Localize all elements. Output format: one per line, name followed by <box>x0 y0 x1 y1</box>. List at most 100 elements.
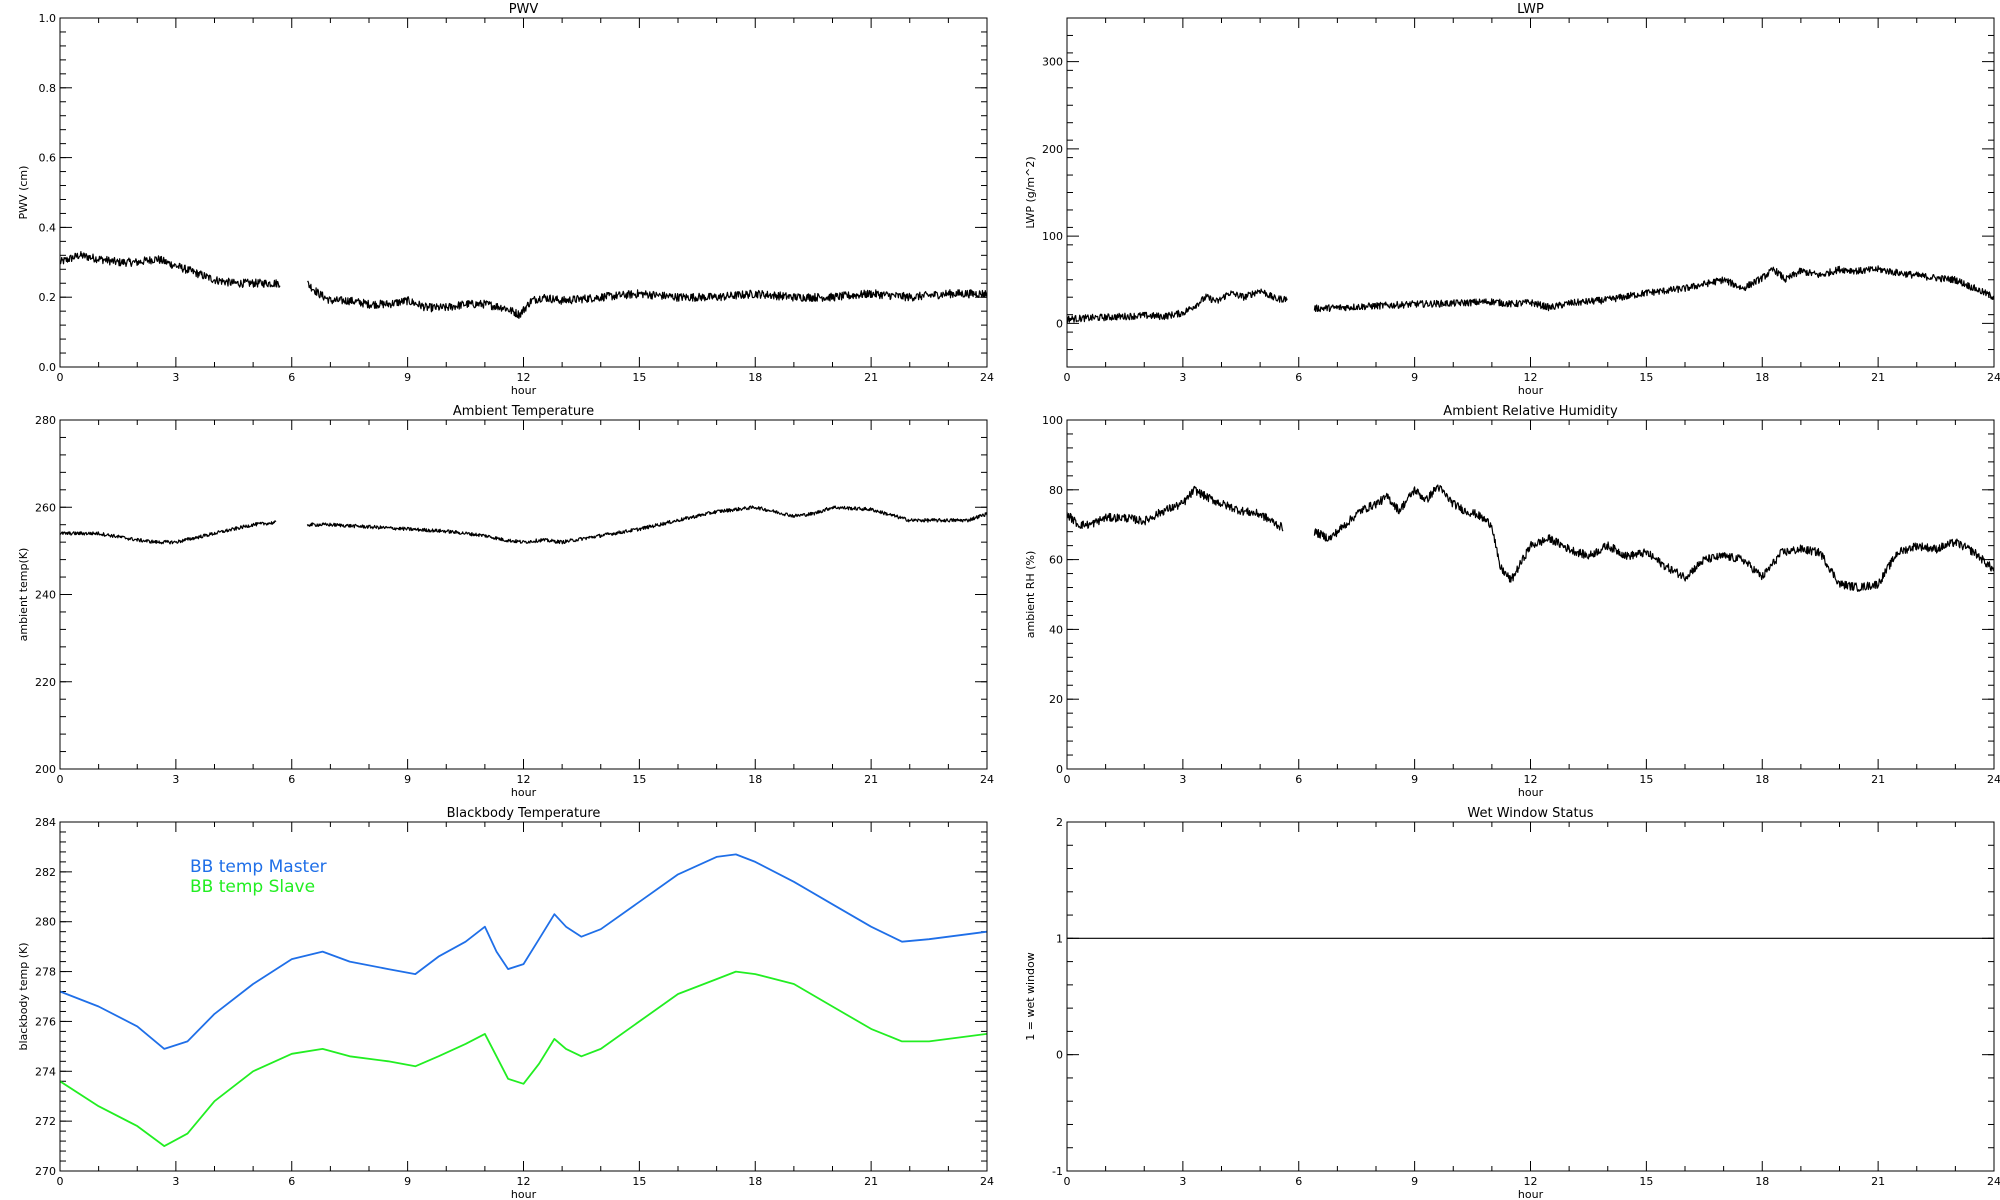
series-line <box>1067 485 1284 532</box>
plot-frame <box>1066 821 1995 1172</box>
x-tick-label: 3 <box>1179 1175 1186 1188</box>
series-line <box>1067 288 1288 323</box>
x-tick-label: 18 <box>1755 371 1769 384</box>
x-tick-label: 12 <box>1524 1175 1538 1188</box>
y-tick-label: 80 <box>1049 484 1063 497</box>
y-tick-label: 280 <box>35 916 56 929</box>
y-axis-label: ambient temp(K) <box>17 548 30 642</box>
series-line <box>60 520 277 545</box>
y-tick-label: 200 <box>35 763 56 776</box>
series-line-bb-temp-slave <box>60 970 987 1147</box>
x-tick-label: 6 <box>1295 1175 1302 1188</box>
x-tick-label: 6 <box>288 371 295 384</box>
chart-title: Blackbody Temperature <box>447 806 601 821</box>
x-tick-label: 24 <box>1987 773 2000 786</box>
y-tick-label: 40 <box>1049 623 1063 636</box>
y-tick-label: 284 <box>35 816 56 829</box>
x-axis-label: hour <box>511 384 537 397</box>
y-tick-label: 272 <box>35 1115 56 1128</box>
chart-panel-4: Blackbody Temperature hour blackbody temp … <box>17 806 994 1200</box>
x-tick-label: 15 <box>1639 371 1653 384</box>
y-tick-label: 280 <box>35 414 56 427</box>
x-axis-label: hour <box>1518 786 1544 799</box>
x-tick-label: 3 <box>172 1175 179 1188</box>
y-axis-label: LWP (g/m^2) <box>1024 156 1037 228</box>
plot-frame <box>59 17 988 368</box>
plot-frame <box>59 419 988 770</box>
x-tick-label: 18 <box>748 371 762 384</box>
x-tick-label: 12 <box>517 773 531 786</box>
x-tick-label: 15 <box>632 1175 646 1188</box>
x-tick-label: 6 <box>288 1175 295 1188</box>
x-tick-label: 21 <box>1871 1175 1885 1188</box>
y-axis-label: 1 = wet window <box>1024 952 1037 1041</box>
x-tick-label: 18 <box>1755 1175 1769 1188</box>
x-tick-label: 3 <box>172 371 179 384</box>
x-axis-label: hour <box>511 786 537 799</box>
series-line <box>1313 484 1994 592</box>
legend-entry: BB temp Slave <box>190 877 315 897</box>
x-tick-label: 12 <box>1524 371 1538 384</box>
y-tick-label: 300 <box>1042 56 1063 69</box>
y-axis-label: PWV (cm) <box>17 166 30 220</box>
chart-panel-1: LWP hour LWP (g/m^2) 0 3 6 9 12 15 18 21 24 0 100 200 3… <box>1024 2 2000 397</box>
x-tick-label: 3 <box>1179 773 1186 786</box>
x-axis-label: hour <box>511 1188 537 1200</box>
y-tick-label: 260 <box>35 501 56 514</box>
chart-title: LWP <box>1517 2 1544 17</box>
x-tick-label: 0 <box>1064 773 1071 786</box>
x-tick-label: 24 <box>980 371 994 384</box>
y-tick-label: 220 <box>35 676 56 689</box>
x-tick-label: 21 <box>1871 371 1885 384</box>
series-line <box>306 505 987 545</box>
x-tick-label: 24 <box>980 1175 994 1188</box>
chart-panel-0: PWV hour PWV (cm) 0 3 6 9 12 15 18 21 24 0.0 0.2 0.4 0.… <box>17 2 994 397</box>
x-tick-label: 12 <box>1524 773 1538 786</box>
y-tick-label: 0 <box>1056 317 1063 330</box>
x-tick-label: 18 <box>1755 773 1769 786</box>
x-tick-label: 0 <box>1064 1175 1071 1188</box>
y-tick-label: 270 <box>35 1165 56 1178</box>
y-tick-label: 274 <box>35 1065 56 1078</box>
x-tick-label: 6 <box>1295 773 1302 786</box>
x-axis-label: hour <box>1518 1188 1544 1200</box>
x-tick-label: 9 <box>1411 773 1418 786</box>
x-tick-label: 0 <box>57 773 64 786</box>
x-tick-label: 12 <box>517 1175 531 1188</box>
series-line <box>307 280 987 319</box>
x-tick-label: 3 <box>172 773 179 786</box>
x-tick-label: 9 <box>404 773 411 786</box>
x-tick-label: 15 <box>632 773 646 786</box>
x-tick-label: 18 <box>748 773 762 786</box>
y-tick-label: 0 <box>1056 1049 1063 1062</box>
chart-panel-3: Ambient Relative Humidity hour ambient RH … <box>1024 404 2000 799</box>
x-tick-label: 24 <box>980 773 994 786</box>
x-tick-label: 9 <box>1411 1175 1418 1188</box>
y-tick-label: 100 <box>1042 230 1063 243</box>
y-tick-label: 0 <box>1056 763 1063 776</box>
y-tick-label: 1.0 <box>39 12 57 25</box>
y-tick-label: 278 <box>35 966 56 979</box>
x-tick-label: 0 <box>1064 371 1071 384</box>
y-tick-label: 0.2 <box>39 291 57 304</box>
x-tick-label: 21 <box>1871 773 1885 786</box>
y-tick-label: 0.6 <box>39 152 57 165</box>
y-axis-label: blackbody temp (K) <box>17 943 30 1051</box>
x-axis-label: hour <box>1518 384 1544 397</box>
x-tick-label: 21 <box>864 371 878 384</box>
x-tick-label: 9 <box>404 371 411 384</box>
chart-title: Ambient Relative Humidity <box>1443 404 1618 419</box>
y-tick-label: 2 <box>1056 816 1063 829</box>
y-tick-label: 240 <box>35 589 56 602</box>
x-tick-label: 15 <box>1639 773 1653 786</box>
y-tick-label: 20 <box>1049 693 1063 706</box>
legend-entry: BB temp Master <box>190 857 327 877</box>
series-line <box>60 251 281 288</box>
x-tick-label: 15 <box>632 371 646 384</box>
x-tick-label: 12 <box>517 371 531 384</box>
x-tick-label: 18 <box>748 1175 762 1188</box>
plot-frame <box>59 821 988 1172</box>
chart-panel-2: Ambient Temperature hour ambient temp(K) 0 3… <box>17 404 994 799</box>
y-tick-label: 276 <box>35 1015 56 1028</box>
